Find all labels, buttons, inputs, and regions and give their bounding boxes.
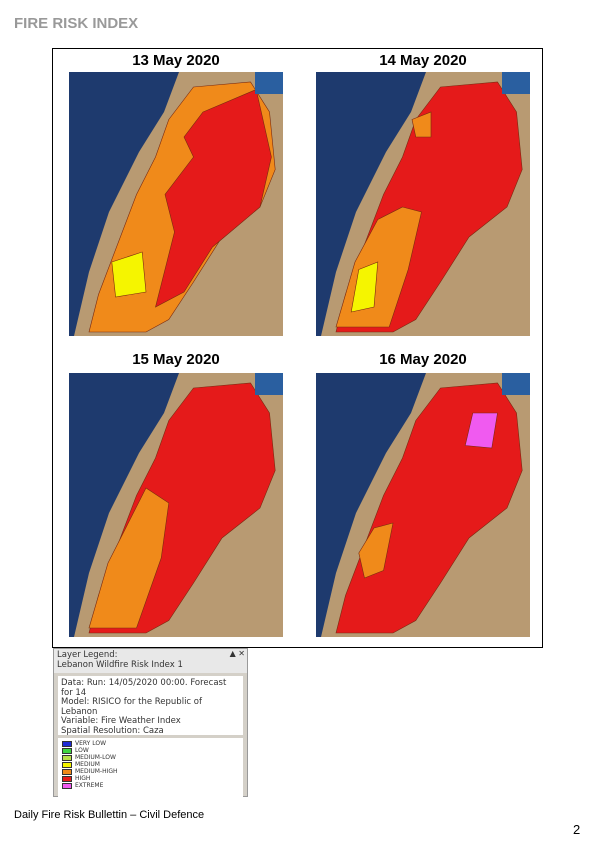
legend-heading: Layer Legend: bbox=[57, 650, 118, 660]
legend-info-line: Model: RISICO for the Republic of Lebano… bbox=[61, 697, 202, 717]
legend-item: EXTREME bbox=[62, 782, 239, 789]
risk-area bbox=[350, 261, 379, 313]
legend-swatch bbox=[62, 775, 72, 782]
map-image bbox=[316, 373, 530, 637]
risk-area bbox=[155, 89, 272, 308]
map-date: 16 May 2020 bbox=[379, 351, 467, 368]
legend-label: LOW bbox=[75, 747, 89, 754]
legend-swatch bbox=[62, 768, 72, 775]
sea bbox=[316, 72, 426, 336]
legend-item: MEDIUM-LOW bbox=[62, 754, 239, 761]
legend-items: VERY LOW LOW MEDIUM-LOW MEDIUM MEDIUM-HIGH HI… bbox=[58, 738, 243, 800]
map-date: 14 May 2020 bbox=[379, 52, 467, 69]
legend-info-line: Spatial Resolution: Caza bbox=[61, 725, 164, 736]
footer-text: Daily Fire Risk Bullettin – Civil Defenc… bbox=[14, 809, 205, 821]
legend-label: VERY LOW bbox=[75, 740, 107, 747]
map-image bbox=[316, 72, 530, 336]
logo bbox=[502, 373, 530, 395]
logo bbox=[255, 373, 283, 395]
legend-label: MEDIUM bbox=[75, 761, 100, 768]
legend-item: MEDIUM-HIGH bbox=[62, 768, 239, 775]
maps-frame bbox=[52, 48, 543, 648]
legend-item: HIGH bbox=[62, 775, 239, 782]
legend-header: Layer Legend: Lebanon Wildfire Risk Inde… bbox=[54, 649, 247, 673]
risk-area bbox=[358, 522, 394, 579]
map-date: 13 May 2020 bbox=[132, 52, 220, 69]
legend-info: Data: Run: 14/05/2020 00:00. Forecast fo… bbox=[58, 676, 243, 735]
legend-info-line: Variable: Fire Weather Index bbox=[61, 716, 181, 726]
logo bbox=[502, 72, 530, 94]
legend-item: MEDIUM bbox=[62, 761, 239, 768]
legend-item: VERY LOW bbox=[62, 740, 239, 747]
risk-area bbox=[111, 251, 147, 298]
sea bbox=[69, 373, 179, 637]
risk-area bbox=[464, 412, 498, 449]
legend-swatch bbox=[62, 754, 72, 761]
legend-layer: Lebanon Wildfire Risk Index 1 bbox=[57, 660, 183, 670]
legend-info-line: Data: Run: 14/05/2020 00:00. Forecast fo… bbox=[61, 678, 227, 698]
legend-label: HIGH bbox=[75, 775, 91, 782]
legend-label: EXTREME bbox=[75, 782, 104, 789]
sea bbox=[69, 72, 179, 336]
risk-area bbox=[411, 111, 432, 138]
sea bbox=[316, 373, 426, 637]
legend-swatch bbox=[62, 761, 72, 768]
map-image bbox=[69, 373, 283, 637]
legend-label: MEDIUM-HIGH bbox=[75, 768, 118, 775]
legend-item: LOW bbox=[62, 747, 239, 754]
map-date: 15 May 2020 bbox=[132, 351, 220, 368]
map-image bbox=[69, 72, 283, 336]
legend-swatch bbox=[62, 747, 72, 754]
risk-area bbox=[88, 487, 170, 629]
legend-swatch bbox=[62, 782, 72, 789]
legend-swatch bbox=[62, 740, 72, 747]
logo bbox=[255, 72, 283, 94]
legend-label: MEDIUM-LOW bbox=[75, 754, 116, 761]
page-title: FIRE RISK INDEX bbox=[14, 15, 139, 32]
page-number: 2 bbox=[573, 822, 581, 837]
legend-buttons[interactable]: ▲ ✕ bbox=[229, 649, 245, 658]
layer-legend: Layer Legend: Lebanon Wildfire Risk Inde… bbox=[53, 648, 248, 800]
